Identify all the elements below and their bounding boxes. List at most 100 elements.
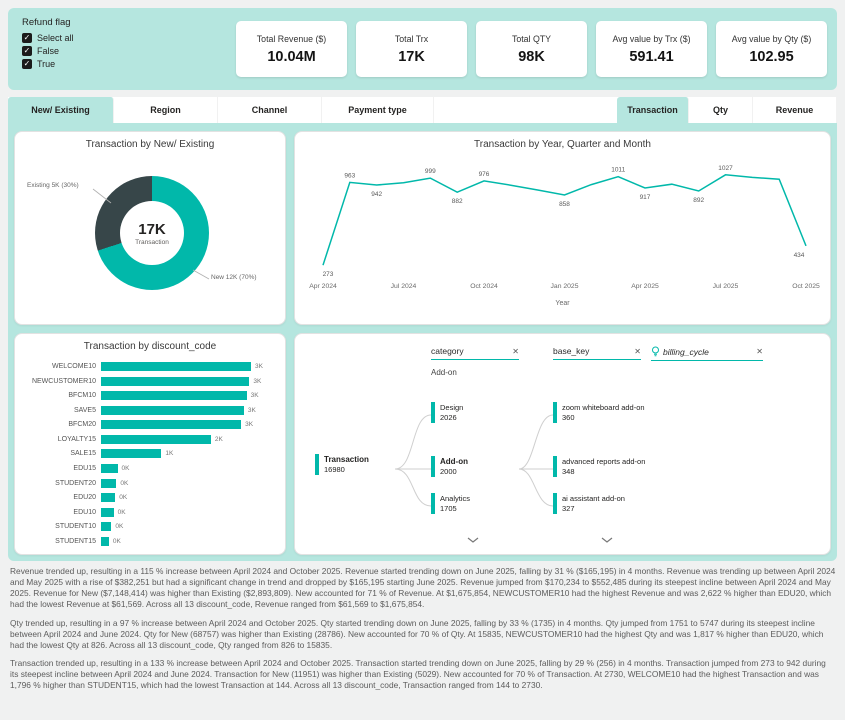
bar-row[interactable]: EDU20 0K (25, 491, 279, 504)
tree-node-analytics[interactable]: Analytics 1705 (431, 491, 519, 516)
bar-category-label: STUDENT20 (55, 479, 96, 487)
kpi-card-avg-by-trx: Avg value by Trx ($) 591.41 (596, 21, 707, 77)
line-chart[interactable]: 273 963 942 999 882 976 858 1011 917 892 1027 434 Ap… (303, 156, 824, 296)
line-data-label: 999 (425, 168, 436, 175)
line-data-label: 942 (371, 191, 382, 198)
kpi-card-total-qty: Total QTY 98K (476, 21, 587, 77)
tree-level-category: category ✕ (431, 346, 519, 360)
bar-row[interactable]: SAVE5 3K (25, 404, 279, 417)
bar[interactable] (101, 507, 114, 517)
donut-chart-card: Transaction by New/ Existing 17K Transac… (14, 131, 286, 325)
x-tick-label: Apr 2024 (309, 283, 337, 290)
tab-transaction[interactable]: Transaction (617, 97, 689, 123)
filter-option-false[interactable]: ✓ False (22, 46, 74, 56)
bar-row[interactable]: EDU15 0K (25, 462, 279, 475)
bar[interactable] (101, 449, 162, 459)
bar[interactable] (101, 391, 247, 401)
bar-row[interactable]: BFCM10 3K (25, 389, 279, 402)
tree-node-zoom-whiteboard-add-on[interactable]: zoom whiteboard add-on 360 (553, 400, 677, 425)
node-value-bar (431, 456, 435, 477)
line-data-label: 963 (344, 172, 355, 179)
tab-qty[interactable]: Qty (689, 97, 753, 123)
bar[interactable] (101, 405, 244, 415)
chevron-down-icon[interactable] (601, 530, 613, 548)
bar[interactable] (101, 536, 109, 546)
bar-row[interactable]: WELCOME10 3K (25, 360, 279, 373)
bar[interactable] (101, 420, 242, 430)
tree-node-ai-assistant-add-on[interactable]: ai assistant add-on 327 (553, 491, 677, 516)
bar-row[interactable]: STUDENT20 0K (25, 477, 279, 490)
tree-node-design[interactable]: Design 2026 (431, 400, 519, 425)
tree-level-name: category (431, 346, 464, 356)
bar-value-label: 2K (214, 435, 223, 443)
tab-channel[interactable]: Channel (218, 97, 322, 123)
tree-node-advanced-reports-add-on[interactable]: advanced reports add-on 348 (553, 454, 677, 479)
x-axis-title: Year (555, 300, 570, 307)
node-value: 16980 (324, 465, 345, 474)
node-value: 360 (562, 413, 575, 422)
checkbox-false[interactable]: ✓ (22, 46, 32, 56)
filter-option-true[interactable]: ✓ True (22, 59, 74, 69)
kpi-value: 10.04M (267, 48, 316, 65)
tree-node-add-on[interactable]: Add-on 2000 (431, 454, 519, 479)
node-value-bar (431, 402, 435, 423)
tree-level-base-key: base_key ✕ (553, 346, 641, 360)
bar-row[interactable]: STUDENT10 0K (25, 520, 279, 533)
decomposition-tree-card: category ✕ base_key ✕ billing_cycle ✕ Ad… (294, 333, 831, 555)
narrative-transaction: Transaction trended up, resulting in a 1… (10, 658, 826, 691)
kpi-title: Avg value by Qty ($) (731, 33, 812, 44)
line-series[interactable] (322, 174, 807, 266)
checkbox-select-all[interactable]: ✓ (22, 33, 32, 43)
kpi-value: 98K (518, 48, 545, 65)
bar-row[interactable]: LOYALTY15 2K (25, 433, 279, 446)
close-icon[interactable]: ✕ (756, 347, 763, 356)
node-value-bar (431, 493, 435, 514)
bar-value-label: 0K (117, 508, 126, 516)
tab-new-existing[interactable]: New/ Existing (8, 97, 114, 123)
lightbulb-icon (651, 346, 660, 357)
tab-revenue[interactable]: Revenue (753, 97, 837, 123)
bar[interactable] (101, 522, 112, 532)
kpi-value: 591.41 (629, 48, 674, 65)
node-label: Analytics (440, 494, 471, 503)
tab-region[interactable]: Region (114, 97, 218, 123)
bar[interactable] (101, 464, 118, 474)
bar-row[interactable]: NEWCUSTOMER10 3K (25, 375, 279, 388)
bar-row[interactable]: STUDENT15 0K (25, 535, 279, 548)
x-tick-label: Oct 2024 (470, 283, 498, 290)
narrative-section: Revenue trended up, resulting in a 115 %… (10, 566, 836, 699)
tree-node-root[interactable]: Transaction 16980 (315, 452, 395, 477)
bar[interactable] (101, 362, 251, 371)
x-tick-label: Jul 2025 (713, 283, 739, 290)
bar-category-label: EDU20 (73, 494, 96, 502)
bar-value-label: 1K (165, 450, 174, 458)
line-data-label: 273 (323, 271, 334, 278)
filter-kpi-panel: Refund flag ✓ Select all ✓ False ✓ True … (8, 8, 837, 90)
line-data-label: 434 (794, 252, 805, 259)
checkbox-true[interactable]: ✓ (22, 59, 32, 69)
bar[interactable] (101, 493, 116, 503)
kpi-title: Total QTY (511, 33, 552, 44)
bar-row[interactable]: EDU10 0K (25, 506, 279, 519)
tab-payment-type[interactable]: Payment type (322, 97, 434, 123)
bar-category-label: NEWCUSTOMER10 (31, 377, 96, 385)
bar-value-label: 0K (120, 479, 129, 487)
bar-value-label: 3K (253, 377, 262, 385)
bar-value-label: 0K (115, 523, 124, 531)
bar[interactable] (101, 434, 211, 444)
bar-row[interactable]: BFCM20 3K (25, 418, 279, 431)
filter-option-select-all[interactable]: ✓ Select all (22, 33, 74, 43)
bar-chart-card: Transaction by discount_code WELCOME10 3K… (14, 333, 286, 555)
tree-level-name: base_key (553, 346, 590, 356)
close-icon[interactable]: ✕ (634, 346, 641, 356)
chevron-down-icon[interactable] (467, 530, 479, 548)
node-value-bar (315, 454, 319, 475)
page-tab-bar: New/ Existing Region Channel Payment typ… (8, 97, 837, 123)
filter-option-label: Select all (37, 33, 74, 43)
bar[interactable] (101, 478, 117, 488)
close-icon[interactable]: ✕ (512, 346, 519, 356)
report-canvas: Transaction by New/ Existing 17K Transac… (8, 123, 837, 561)
kpi-value: 17K (398, 48, 425, 65)
bar-row[interactable]: SALE15 1K (25, 447, 279, 460)
bar[interactable] (101, 376, 250, 386)
